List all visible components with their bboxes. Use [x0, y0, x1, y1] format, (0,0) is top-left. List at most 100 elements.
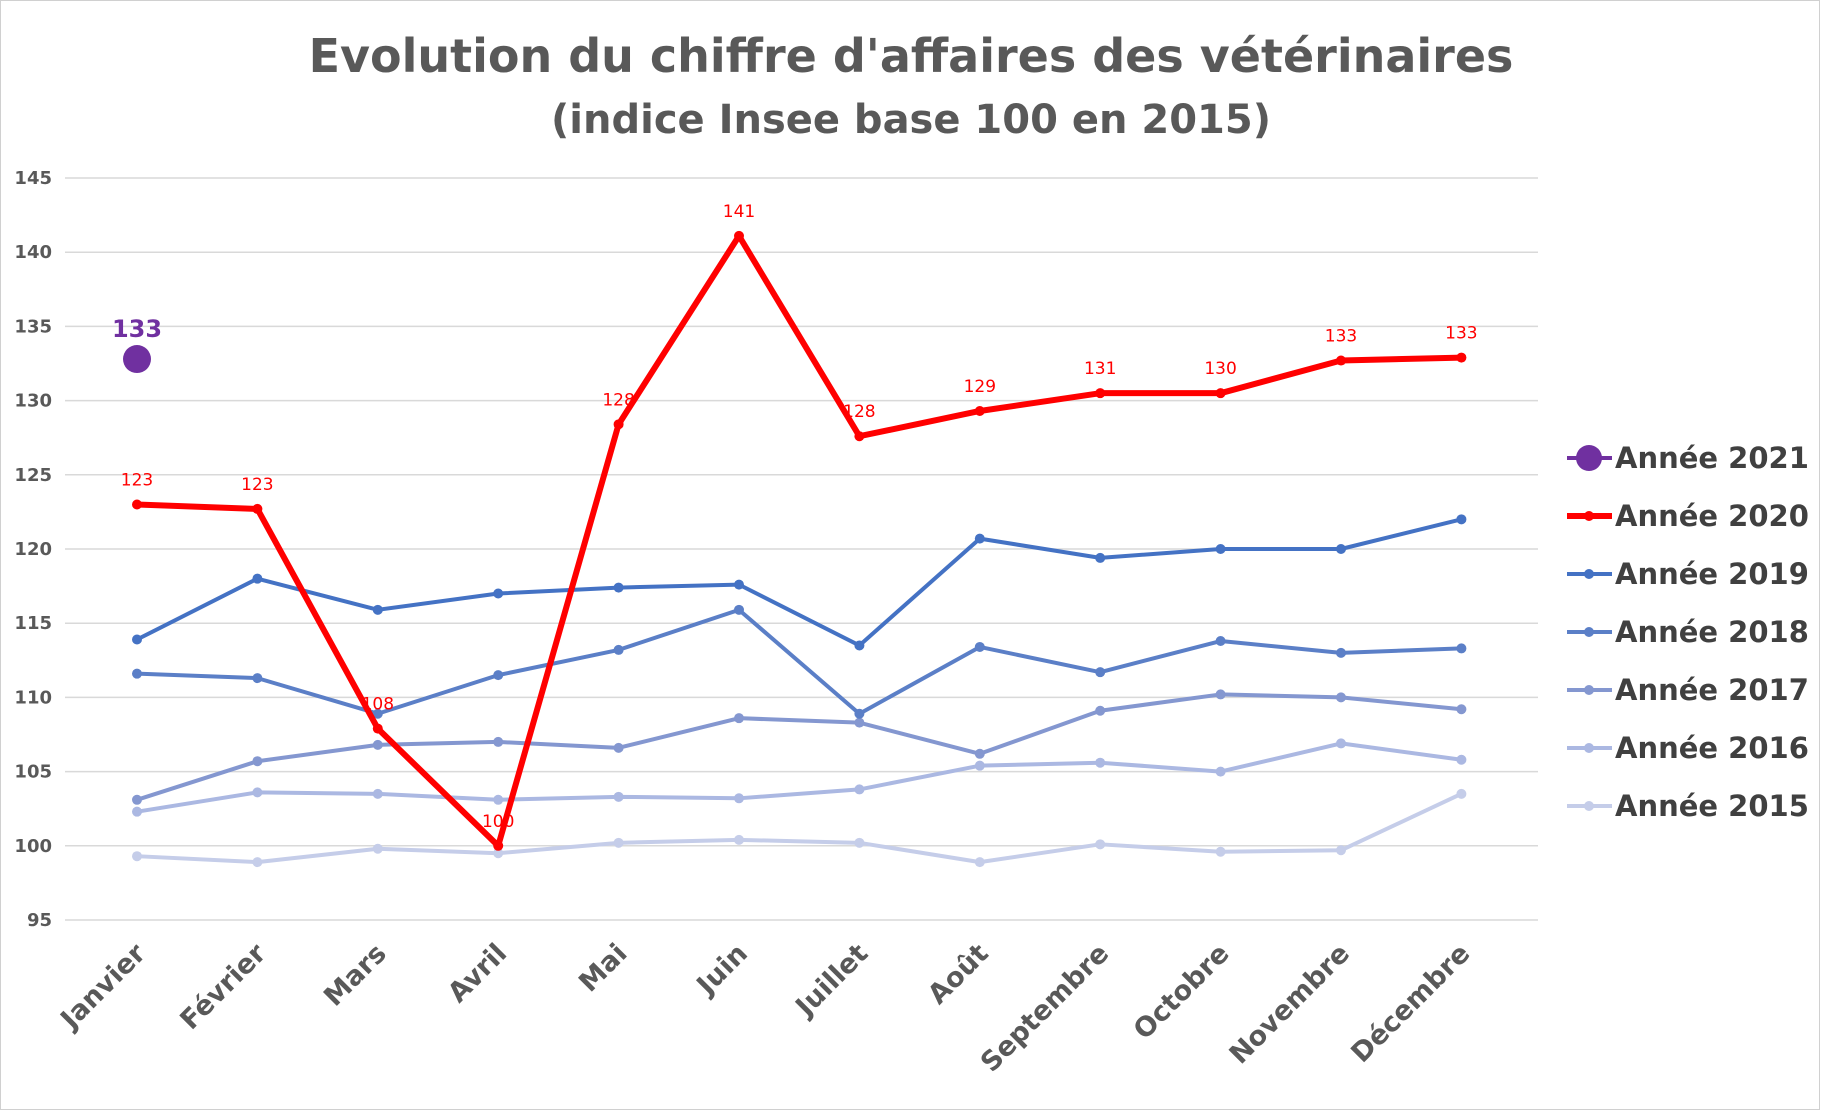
legend-swatch-marker-annee-2021: [1576, 445, 1602, 471]
data-point-annee-2018-juillet: [854, 708, 865, 719]
data-label-annee-2020-mars: 108: [362, 695, 394, 715]
series-annee-2017: [132, 689, 1467, 805]
y-tick-label-100: 100: [14, 836, 52, 857]
data-point-annee-2015-avril: [493, 848, 504, 859]
legend-label-annee-2018: Année 2018: [1615, 615, 1809, 649]
data-point-annee-2018-mai: [613, 644, 624, 655]
legend-label-annee-2016: Année 2016: [1615, 731, 1809, 765]
data-point-annee-2019-decembre: [1456, 514, 1467, 525]
legend-item-annee-2019: Année 2019: [1567, 557, 1809, 591]
legend-swatch-marker-annee-2015: [1584, 801, 1594, 811]
data-point-annee-2018-mars: [372, 708, 383, 719]
data-label-annee-2021-janvier: 133: [112, 315, 162, 343]
data-point-annee-2016-juillet: [854, 784, 865, 795]
data-point-annee-2017-aout: [974, 748, 985, 759]
data-point-annee-2019-aout: [974, 533, 985, 544]
data-label-annee-2020-aout: 129: [964, 377, 996, 397]
legend-swatch-marker-annee-2020: [1584, 511, 1594, 521]
series-annee-2018: [132, 604, 1467, 719]
data-label-annee-2020-juin: 141: [723, 202, 755, 222]
x-tick-label-fevrier: Février: [174, 938, 272, 1036]
data-point-annee-2018-fevrier: [252, 673, 263, 684]
data-point-annee-2017-juillet: [854, 717, 865, 728]
x-tick-label-novembre: Novembre: [1224, 938, 1356, 1070]
data-point-annee-2018-septembre: [1095, 667, 1106, 678]
y-tick-label-115: 115: [14, 613, 52, 634]
legend-swatch-marker-annee-2018: [1584, 627, 1594, 637]
series-layer: [123, 230, 1467, 868]
data-point-annee-2019-septembre: [1095, 552, 1106, 563]
data-point-annee-2019-janvier: [132, 634, 142, 645]
data-point-annee-2018-novembre: [1336, 647, 1346, 658]
chart-title: Evolution du chiffre d'affaires des vété…: [309, 29, 1514, 83]
series-line-annee-2020: [134, 232, 1465, 849]
data-point-annee-2016-mars: [372, 788, 383, 799]
legend-item-annee-2020: Année 2020: [1567, 499, 1809, 533]
data-point-annee-2015-juin: [734, 834, 744, 845]
data-point-annee-2020-fevrier: [252, 503, 263, 514]
x-tick-label-octobre: Octobre: [1128, 938, 1236, 1046]
data-point-annee-2015-septembre: [1095, 839, 1106, 850]
legend-swatch-marker-annee-2017: [1584, 685, 1594, 695]
chart-subtitle: (indice Insee base 100 en 2015): [551, 97, 1271, 143]
legend-swatch-marker-annee-2019: [1584, 569, 1594, 579]
series-annee-2016: [132, 738, 1467, 817]
data-point-annee-2017-decembre: [1456, 704, 1467, 715]
data-label-annee-2020-novembre: 133: [1325, 327, 1357, 347]
data-labels-layer: 133 123 123 108 100 128 141 128 129 131 130 133 133: [112, 202, 1478, 832]
y-tick-label-105: 105: [14, 762, 52, 783]
data-point-annee-2016-novembre: [1336, 738, 1346, 749]
data-point-annee-2019-fevrier: [252, 573, 263, 584]
data-point-annee-2020-avril: [493, 840, 504, 851]
legend: Année 2021 Année 2020 Année 2019 Année 2018…: [1567, 441, 1809, 823]
data-point-annee-2019-juin: [734, 579, 744, 590]
x-tick-label-juin: Juin: [690, 938, 754, 1002]
data-point-annee-2021-janvier: [123, 345, 151, 374]
y-tick-label-95: 95: [27, 910, 52, 931]
series-line-annee-2019: [135, 517, 1464, 648]
data-point-annee-2015-mars: [372, 843, 383, 854]
data-point-annee-2020-aout: [974, 405, 985, 416]
data-point-annee-2020-juillet: [854, 431, 865, 442]
data-point-annee-2017-septembre: [1095, 705, 1106, 716]
data-point-annee-2020-decembre: [1456, 352, 1467, 363]
data-point-annee-2016-avril: [493, 794, 504, 805]
data-point-annee-2015-janvier: [132, 851, 142, 862]
data-point-annee-2018-decembre: [1456, 643, 1467, 654]
legend-item-annee-2017: Année 2017: [1567, 673, 1809, 707]
x-tick-label-janvier: Janvier: [54, 938, 153, 1037]
series-line-annee-2017: [135, 692, 1464, 802]
series-annee-2015: [132, 788, 1467, 868]
legend-item-annee-2015: Année 2015: [1567, 789, 1809, 823]
data-point-annee-2017-octobre: [1215, 689, 1226, 700]
legend-label-annee-2020: Année 2020: [1615, 499, 1809, 533]
data-point-annee-2020-octobre: [1215, 388, 1226, 399]
data-point-annee-2020-juin: [734, 230, 744, 241]
data-point-annee-2015-octobre: [1215, 846, 1226, 857]
data-point-annee-2015-decembre: [1456, 788, 1467, 799]
data-point-annee-2019-mai: [613, 582, 624, 593]
data-point-annee-2016-juin: [734, 793, 744, 804]
data-point-annee-2015-novembre: [1336, 845, 1346, 856]
x-tick-label-septembre: Septembre: [975, 938, 1115, 1078]
legend-item-annee-2021: Année 2021: [1567, 441, 1809, 475]
y-tick-label-120: 120: [14, 539, 52, 560]
x-axis-ticks: Janvier Février Mars Avril Mai Juin Juillet Aoû…: [54, 938, 1477, 1079]
series-annee-2020: [132, 230, 1467, 851]
data-point-annee-2016-janvier: [132, 806, 142, 817]
y-tick-label-145: 145: [14, 168, 52, 189]
data-point-annee-2019-mars: [372, 604, 383, 615]
x-tick-label-decembre: Décembre: [1345, 938, 1476, 1069]
legend-item-annee-2018: Année 2018: [1567, 615, 1809, 649]
data-point-annee-2020-novembre: [1336, 355, 1346, 366]
y-tick-label-130: 130: [14, 391, 52, 412]
data-point-annee-2016-aout: [974, 760, 985, 771]
series-line-annee-2015: [135, 791, 1464, 865]
data-point-annee-2016-septembre: [1095, 757, 1106, 768]
series-annee-2021: [123, 345, 151, 374]
x-tick-label-mai: Mai: [573, 938, 633, 998]
data-label-annee-2020-juillet: 128: [843, 402, 875, 422]
data-label-annee-2020-septembre: 131: [1084, 359, 1116, 379]
data-point-annee-2017-juin: [734, 713, 744, 724]
